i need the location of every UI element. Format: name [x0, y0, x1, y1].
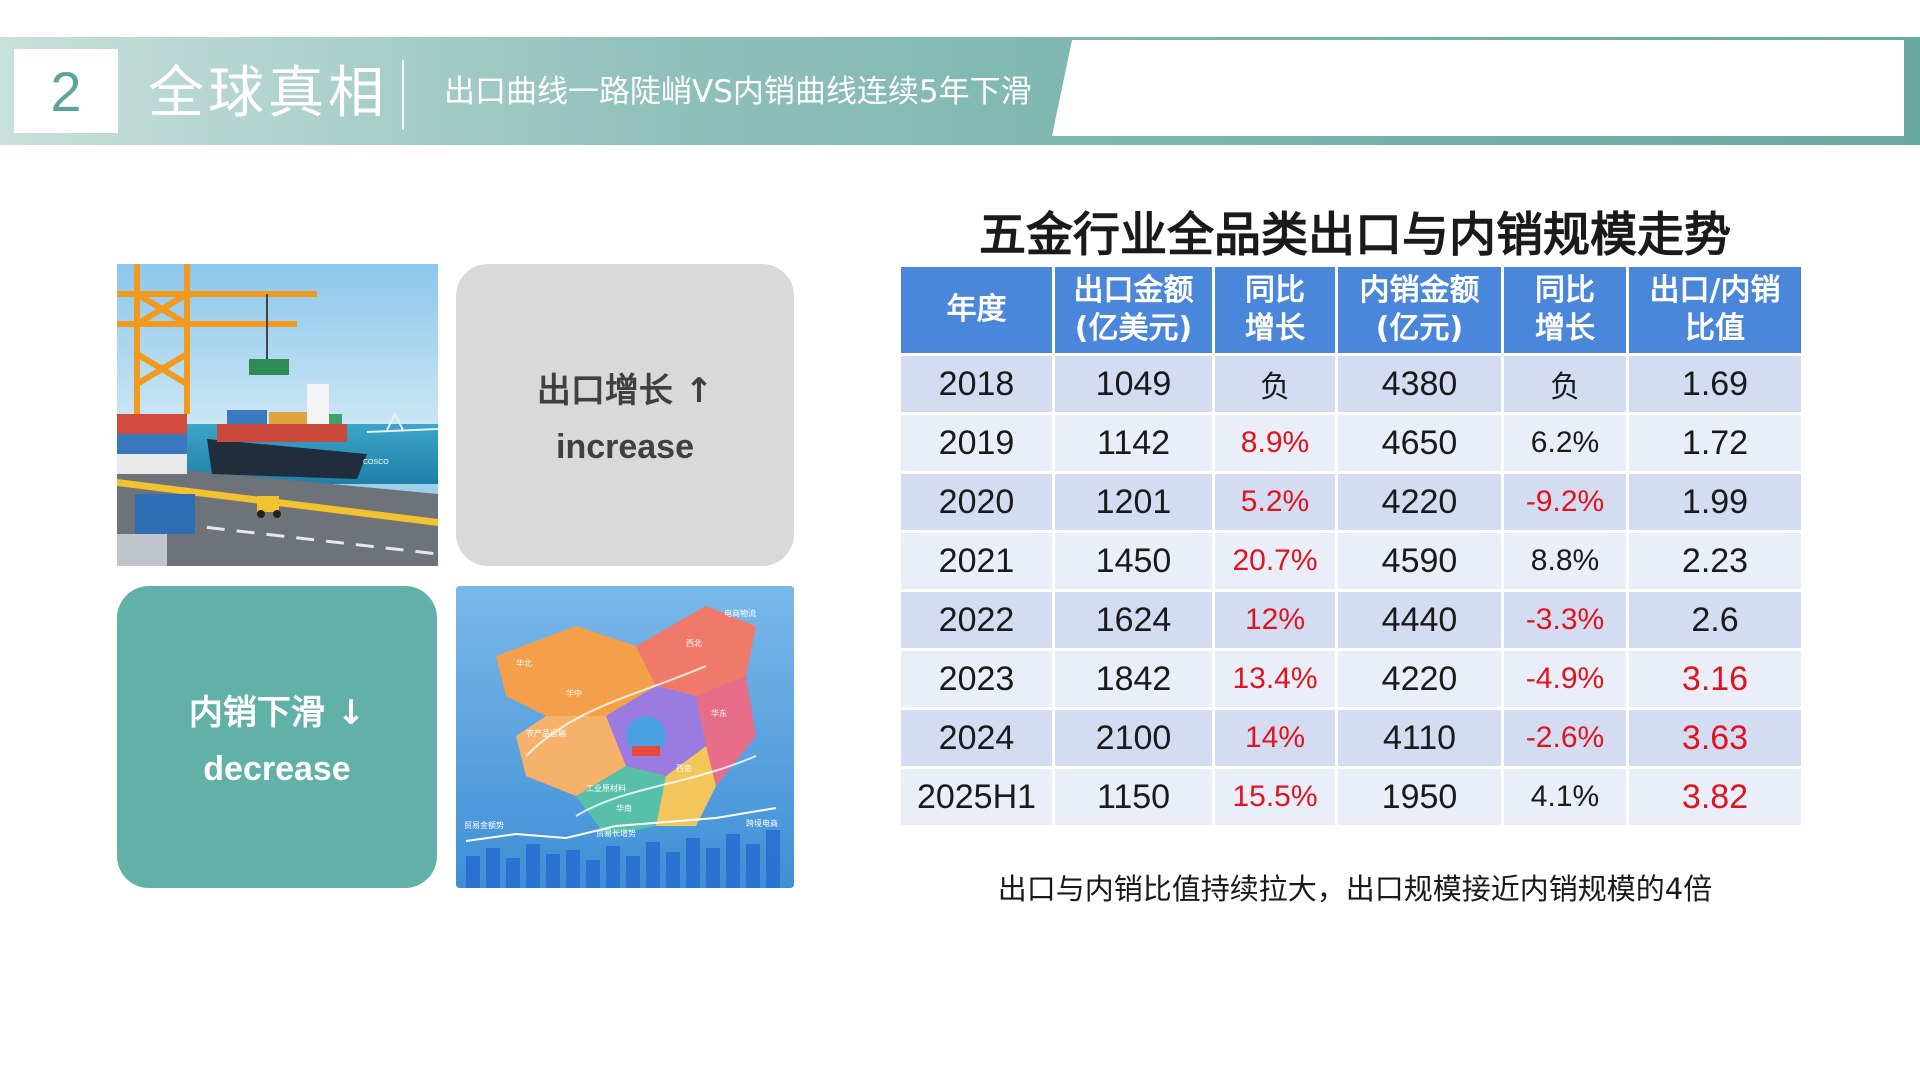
- cell-ratio: 1.99: [1629, 474, 1801, 530]
- cell-export: 2100: [1055, 710, 1212, 766]
- cell-export: 1624: [1055, 592, 1212, 648]
- cell-domestic: 4110: [1338, 710, 1501, 766]
- cell-ratio: 2.6: [1629, 592, 1801, 648]
- cell-year: 2019: [901, 415, 1052, 471]
- cell-ratio: 1.69: [1629, 356, 1801, 412]
- cell-domestic: 4220: [1338, 474, 1501, 530]
- table-row: 2025H1 1150 15.5% 1950 4.1% 3.82: [901, 769, 1801, 825]
- cell-ratio: 1.72: [1629, 415, 1801, 471]
- cell-year: 2023: [901, 651, 1052, 707]
- header-subtitle-panel: [1052, 40, 1904, 136]
- table-row: 2019 1142 8.9% 4650 6.2% 1.72: [901, 415, 1801, 471]
- cell-domestic-yoy: 6.2%: [1504, 415, 1626, 471]
- cell-export: 1450: [1055, 533, 1212, 589]
- table-row: 2018 1049 负 4380 负 1.69: [901, 356, 1801, 412]
- cell-export: 1142: [1055, 415, 1212, 471]
- cell-domestic-yoy: 8.8%: [1504, 533, 1626, 589]
- cell-year: 2018: [901, 356, 1052, 412]
- table-row: 2020 1201 5.2% 4220 -9.2% 1.99: [901, 474, 1801, 530]
- export-domestic-table: 年度 出口金额 (亿美元) 同比 增长 内销金额 (亿元) 同比 增长 出口/内销 比值 …: [898, 264, 1804, 828]
- map-label-cross-border: 跨境电商: [746, 818, 778, 828]
- cell-export: 1150: [1055, 769, 1212, 825]
- cell-year: 2025H1: [901, 769, 1052, 825]
- header-divider: [402, 60, 404, 130]
- header-ratio: 出口/内销 比值: [1629, 267, 1801, 353]
- cell-year: 2024: [901, 710, 1052, 766]
- domestic-decrease-card: 内销下滑 ↓ decrease: [117, 586, 437, 888]
- section-subtitle: 出口曲线一路陡峭VS内销曲线连续5年下滑: [444, 74, 1032, 110]
- cell-ratio: 3.82: [1629, 769, 1801, 825]
- map-label-trade-amount: 贸易金额势: [464, 820, 504, 830]
- cell-export-yoy: 负: [1215, 356, 1335, 412]
- cell-export: 1842: [1055, 651, 1212, 707]
- table-title: 五金行业全品类出口与内销规模走势: [979, 208, 1731, 263]
- cell-domestic-yoy: -4.9%: [1504, 651, 1626, 707]
- cell-domestic: 4650: [1338, 415, 1501, 471]
- cell-export-yoy: 5.2%: [1215, 474, 1335, 530]
- cell-domestic-yoy: -2.6%: [1504, 710, 1626, 766]
- cell-domestic: 4380: [1338, 356, 1501, 412]
- section-title: 全球真相: [148, 61, 388, 126]
- map-label-huabei: 华北: [516, 658, 532, 668]
- header-domestic-yoy: 同比 增长: [1504, 267, 1626, 353]
- domestic-card-cn: 内销下滑 ↓: [188, 693, 366, 733]
- table-header-row: 年度 出口金额 (亿美元) 同比 增长 内销金额 (亿元) 同比 增长 出口/内销 比值: [901, 267, 1801, 353]
- map-label-agri-transport: 农产品运输: [526, 728, 566, 738]
- map-label-huanan: 华南: [616, 803, 632, 813]
- cell-export-yoy: 20.7%: [1215, 533, 1335, 589]
- map-label-huazhong: 华中: [566, 688, 582, 698]
- map-label-industrial-material: 工业原材料: [586, 783, 626, 793]
- map-label-ecommerce-logistics: 电商物流: [724, 608, 756, 618]
- cell-domestic-yoy: 负: [1504, 356, 1626, 412]
- export-card-cn: 出口增长 ↑: [536, 371, 714, 411]
- cell-year: 2020: [901, 474, 1052, 530]
- table-footnote: 出口与内销比值持续拉大，出口规模接近内销规模的4倍: [997, 872, 1713, 906]
- cell-domestic: 1950: [1338, 769, 1501, 825]
- cell-export: 1049: [1055, 356, 1212, 412]
- cell-domestic: 4220: [1338, 651, 1501, 707]
- export-increase-card: 出口增长 ↑ increase: [456, 264, 794, 566]
- cell-export: 1201: [1055, 474, 1212, 530]
- table-row: 2024 2100 14% 4110 -2.6% 3.63: [901, 710, 1801, 766]
- header-domestic-amount: 内销金额 (亿元): [1338, 267, 1501, 353]
- cell-export-yoy: 12%: [1215, 592, 1335, 648]
- header-year: 年度: [901, 267, 1052, 353]
- port-container-ship-image: COSCO: [117, 264, 438, 566]
- cell-year: 2022: [901, 592, 1052, 648]
- table-row: 2021 1450 20.7% 4590 8.8% 2.23: [901, 533, 1801, 589]
- cell-ratio: 2.23: [1629, 533, 1801, 589]
- header-export-yoy: 同比 增长: [1215, 267, 1335, 353]
- cell-domestic: 4590: [1338, 533, 1501, 589]
- section-number: 2: [14, 49, 118, 133]
- cell-domestic-yoy: 4.1%: [1504, 769, 1626, 825]
- table-row: 2022 1624 12% 4440 -3.3% 2.6: [901, 592, 1801, 648]
- map-label-huadong: 华东: [711, 708, 727, 718]
- map-label-trade-growth: 贸易长增势: [596, 828, 636, 838]
- cell-ratio: 3.63: [1629, 710, 1801, 766]
- cell-export-yoy: 14%: [1215, 710, 1335, 766]
- cell-export-yoy: 13.4%: [1215, 651, 1335, 707]
- cell-year: 2021: [901, 533, 1052, 589]
- export-card-en: increase: [556, 428, 694, 466]
- header-export-amount: 出口金额 (亿美元): [1055, 267, 1212, 353]
- cell-export-yoy: 8.9%: [1215, 415, 1335, 471]
- map-label-xinan: 西南: [676, 763, 692, 773]
- map-label-xibei: 西北: [686, 639, 702, 648]
- domestic-card-en: decrease: [203, 750, 351, 788]
- cell-domestic: 4440: [1338, 592, 1501, 648]
- cell-domestic-yoy: -3.3%: [1504, 592, 1626, 648]
- ship-name-label: COSCO: [363, 459, 389, 466]
- cell-export-yoy: 15.5%: [1215, 769, 1335, 825]
- cell-ratio: 3.16: [1629, 651, 1801, 707]
- table-row: 2023 1842 13.4% 4220 -4.9% 3.16: [901, 651, 1801, 707]
- china-trade-map-image: 华北 华中 西北 西南 华东 华南 电商物流 农产品运输 工业原材料 贸易金额势…: [456, 586, 794, 888]
- cell-domestic-yoy: -9.2%: [1504, 474, 1626, 530]
